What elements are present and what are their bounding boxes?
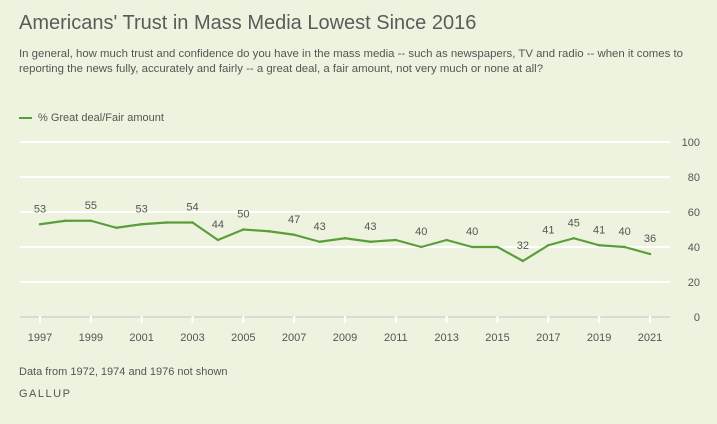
data-point <box>470 245 474 249</box>
data-label: 40 <box>415 226 427 238</box>
chart-title: Americans' Trust in Mass Media Lowest Si… <box>19 12 477 34</box>
data-label: 54 <box>186 202 198 214</box>
data-label: 40 <box>618 226 630 238</box>
data-point <box>242 228 245 231</box>
data-point <box>572 237 575 240</box>
data-label: 32 <box>517 240 529 252</box>
y-tick-label: 100 <box>682 137 700 149</box>
source-logo: GALLUP <box>19 388 72 400</box>
x-tick-label: 2003 <box>180 332 204 344</box>
y-tick-label: 60 <box>688 207 700 219</box>
data-label: 40 <box>466 226 478 238</box>
data-point <box>140 223 143 226</box>
x-tick-label: 2011 <box>384 332 408 344</box>
data-label: 53 <box>34 203 46 215</box>
x-tick-label: 2007 <box>282 332 306 344</box>
data-point <box>115 226 118 229</box>
x-tick-label: 2005 <box>231 332 255 344</box>
y-tick-label: 80 <box>688 172 700 184</box>
data-point <box>64 219 67 222</box>
x-tick-label: 2001 <box>129 332 153 344</box>
data-point <box>292 233 296 236</box>
data-label: 50 <box>237 209 249 221</box>
data-point <box>547 244 550 247</box>
data-point <box>318 240 321 243</box>
footnote: Data from 1972, 1974 and 1976 not shown <box>19 366 228 378</box>
legend-label: % Great deal/Fair amount <box>38 112 164 124</box>
x-tick-label: 1999 <box>79 332 103 344</box>
data-point <box>496 245 499 249</box>
data-point <box>38 223 42 226</box>
data-point <box>394 238 398 242</box>
data-label: 53 <box>136 203 148 215</box>
x-tick-label: 2009 <box>333 332 357 344</box>
data-point <box>216 238 220 242</box>
y-tick-label: 40 <box>688 242 700 254</box>
chart-subtitle: In general, how much trust and confidenc… <box>19 48 683 75</box>
data-label: 43 <box>364 221 376 233</box>
x-tick-label: 2021 <box>638 332 662 344</box>
data-label: 43 <box>313 221 325 233</box>
data-point <box>165 221 169 224</box>
data-point <box>648 252 652 256</box>
x-tick-label: 2013 <box>434 332 458 344</box>
x-tick-label: 1997 <box>28 332 52 344</box>
y-tick-label: 20 <box>688 277 700 289</box>
data-point <box>369 240 372 243</box>
data-label: 45 <box>568 217 580 229</box>
data-point <box>343 237 347 240</box>
x-tick-label: 2019 <box>587 332 611 344</box>
y-tick-label: 0 <box>694 312 700 324</box>
data-point <box>445 238 448 242</box>
legend-swatch <box>19 117 32 119</box>
x-tick-label: 2015 <box>485 332 509 344</box>
data-label: 41 <box>593 224 605 236</box>
data-point <box>267 230 270 233</box>
data-label: 55 <box>85 200 97 212</box>
data-point <box>623 245 626 249</box>
data-point <box>89 219 93 222</box>
data-label: 44 <box>212 219 224 231</box>
data-point <box>420 245 423 249</box>
data-point <box>191 221 194 224</box>
x-tick-label: 2017 <box>536 332 560 344</box>
data-label: 47 <box>288 214 300 226</box>
data-label: 41 <box>542 224 554 236</box>
legend: % Great deal/Fair amount <box>19 112 164 124</box>
data-point <box>597 244 601 247</box>
data-label: 36 <box>644 233 656 245</box>
series-line <box>39 219 651 263</box>
data-point <box>521 259 525 263</box>
